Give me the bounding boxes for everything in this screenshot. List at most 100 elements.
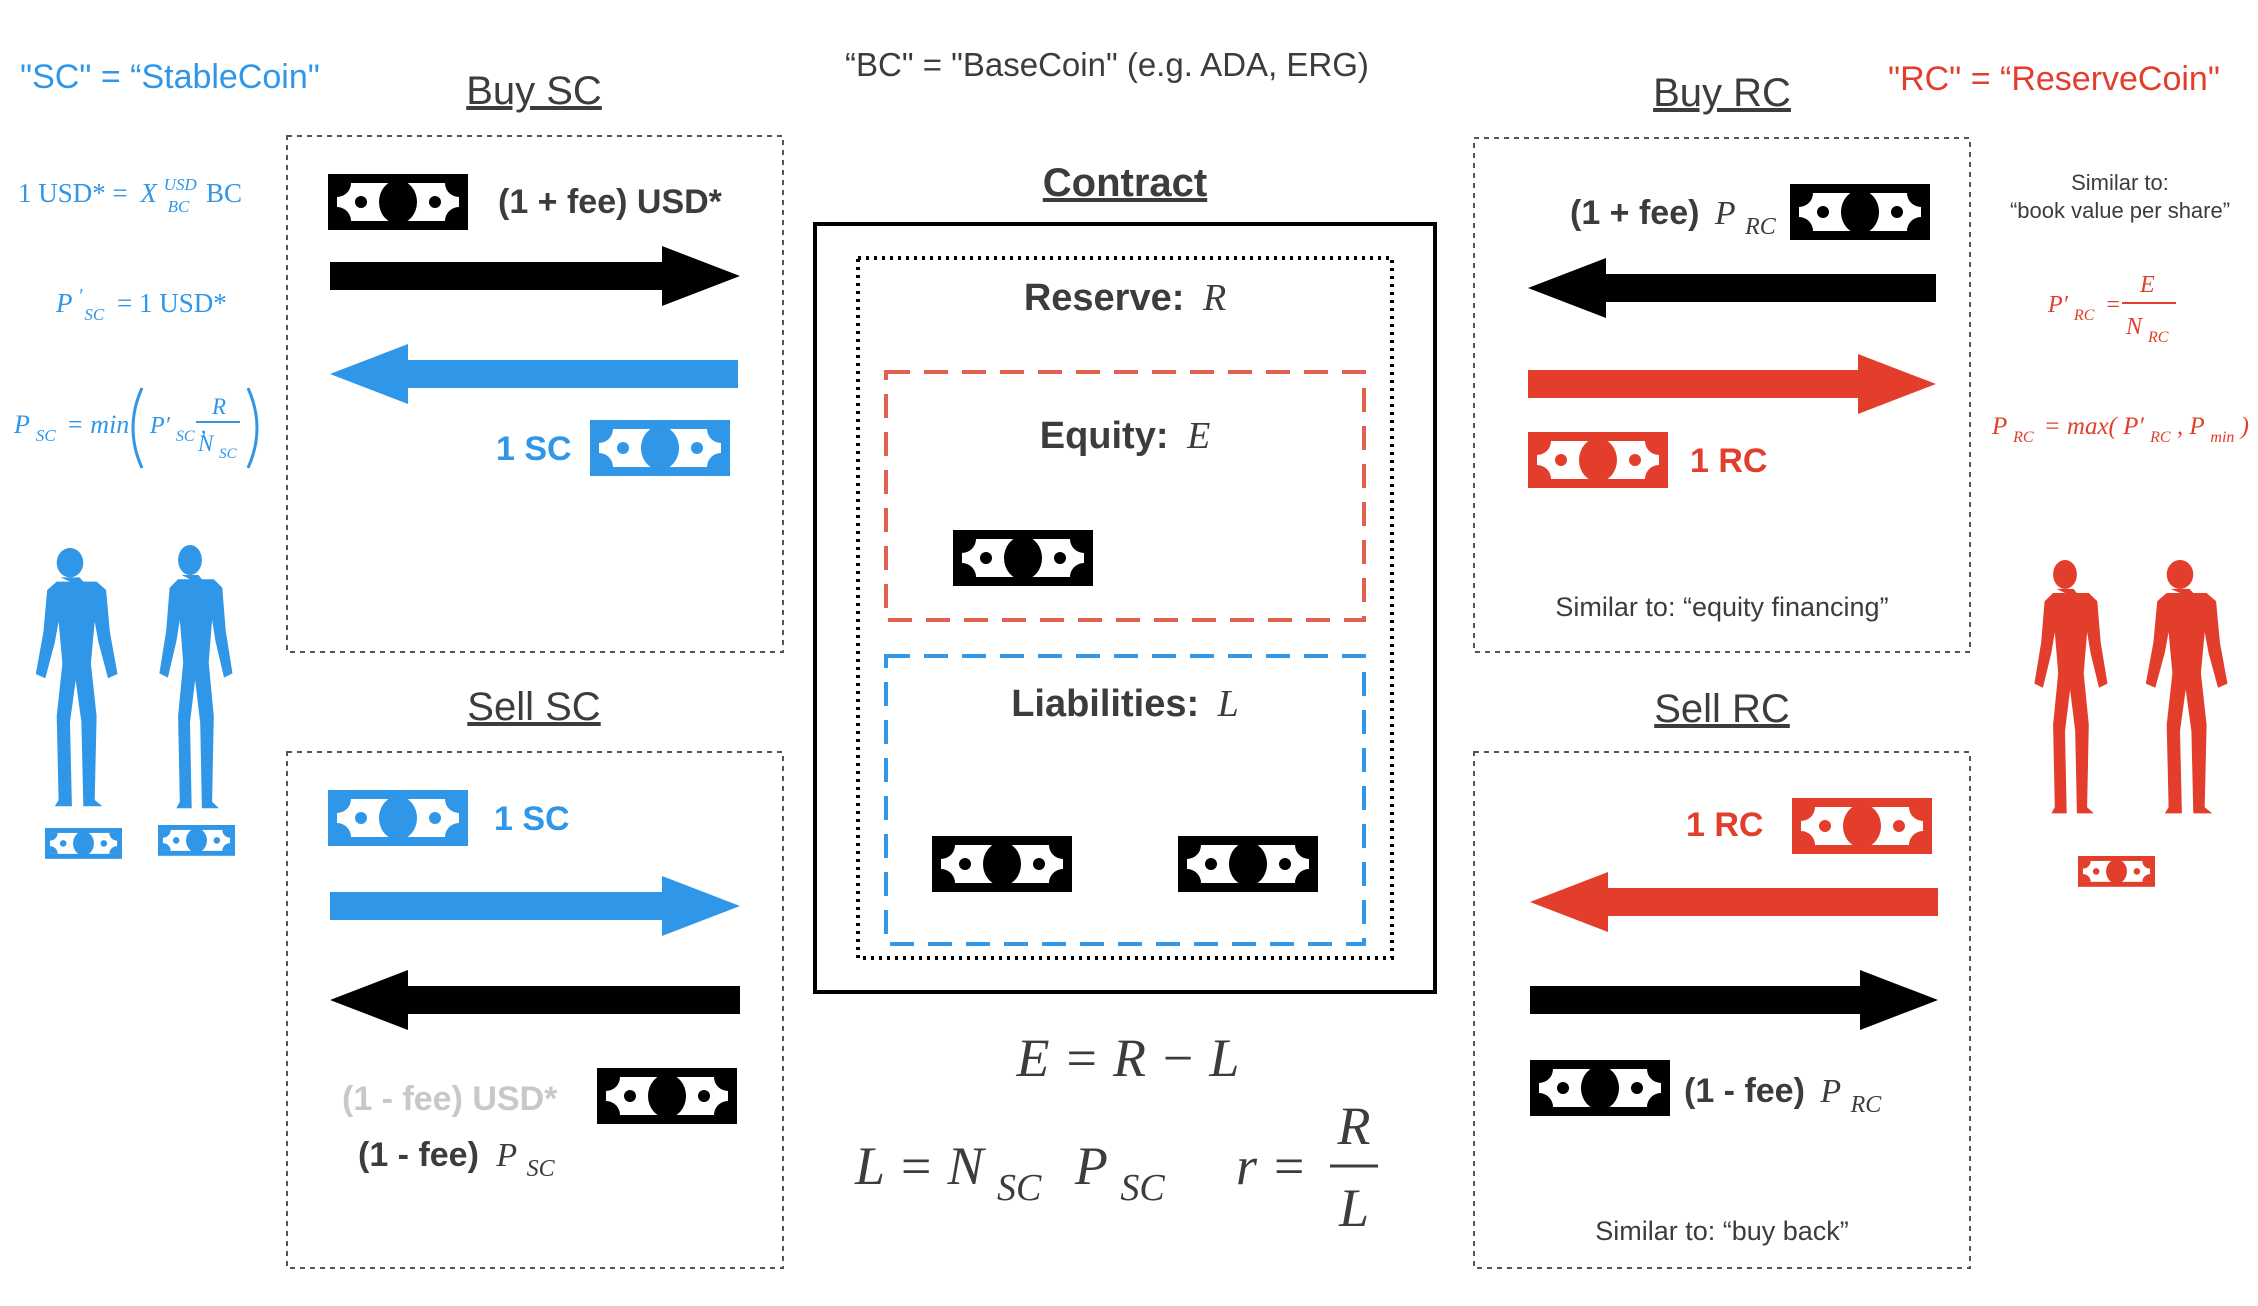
sell-sc-receive-text: (1 - fee) bbox=[358, 1136, 479, 1174]
liab-eq-left: L = N bbox=[854, 1136, 986, 1196]
target-prime: ′ bbox=[79, 285, 83, 307]
sell-sc-receive-arrow bbox=[330, 970, 740, 1030]
sc-price-den-sub: SC bbox=[219, 446, 238, 462]
sell-sc-receive-gray-label: (1 - fee) USD* bbox=[342, 1080, 558, 1118]
reserve-text: Reserve: bbox=[1024, 277, 1185, 319]
target-rhs: = 1 USD* bbox=[117, 288, 227, 318]
liab-eq-sub2: SC bbox=[1120, 1167, 1165, 1209]
ratio-numerator: R bbox=[1337, 1096, 1371, 1156]
sell-sc-panel bbox=[286, 751, 784, 1269]
buy-sc-pay-arrow bbox=[330, 246, 740, 306]
equity-box bbox=[884, 370, 1366, 622]
rc-price-close: ) bbox=[2239, 413, 2249, 440]
buy-rc-title: Buy RC bbox=[1653, 71, 1791, 115]
liabilities-label: Liabilities: L bbox=[1011, 683, 1239, 725]
rate-x: X bbox=[140, 178, 159, 208]
rc-price-min-sub: min bbox=[2210, 429, 2234, 446]
buy-sc-title: Buy SC bbox=[466, 69, 602, 113]
ratio-denominator: L bbox=[1338, 1178, 1369, 1238]
buy-sc-pay-label: (1 + fee) USD* bbox=[498, 183, 723, 221]
sell-sc-title: Sell SC bbox=[467, 685, 600, 729]
reservecoin-holder-woman-icon bbox=[2034, 560, 2108, 814]
rc-target-formula: P′ RC = E N RC bbox=[2047, 272, 2176, 346]
liabilities-symbol: L bbox=[1217, 683, 1239, 725]
reserve-symbol: R bbox=[1202, 277, 1226, 319]
rate-sup: USD bbox=[164, 175, 198, 194]
book-value-text: “book value per share” bbox=[2010, 198, 2230, 223]
buy-rc-pay-arrow bbox=[1528, 258, 1936, 318]
liabilities-bill-icon bbox=[932, 836, 1072, 892]
sell-rc-title: Sell RC bbox=[1654, 687, 1790, 731]
contract-title: Contract bbox=[1043, 161, 1207, 205]
buy-rc-receive-arrow bbox=[1528, 354, 1936, 414]
sc-price-fn: = min bbox=[66, 410, 129, 439]
rc-price-sub: RC bbox=[2012, 429, 2034, 446]
sc-price-formula: P SC = min P′ SC , R N SC bbox=[13, 387, 259, 469]
sell-rc-receive-sub: RC bbox=[1850, 1092, 1883, 1118]
target-price-formula: P ′ SC = 1 USD* bbox=[55, 278, 227, 326]
reservecoin-holder-bill-icon bbox=[2078, 856, 2155, 887]
sell-rc-receive-arrow bbox=[1530, 970, 1938, 1030]
reservecoin-holder-man-icon bbox=[2145, 560, 2228, 814]
buy-sc-receive-arrow bbox=[330, 344, 738, 404]
liabilities-box bbox=[884, 654, 1366, 946]
rc-prime-num: E bbox=[2139, 272, 2155, 298]
sc-price-prime-p: P′ bbox=[149, 413, 171, 439]
buy-rc-panel bbox=[1473, 137, 1971, 653]
sell-sc-usd-bill-icon bbox=[597, 1068, 737, 1124]
rc-price-min-p: P bbox=[2188, 413, 2204, 440]
liabilities-bill-icon bbox=[1178, 836, 1318, 892]
buy-rc-note: Similar to: “equity financing” bbox=[1555, 592, 1888, 622]
ratio-equation-lhs: r = bbox=[1236, 1136, 1307, 1196]
buy-rc-receive-label: 1 RC bbox=[1690, 442, 1767, 480]
buy-sc-usd-bill-icon bbox=[328, 174, 468, 230]
svg-text:P′ SC ,: P′ SC , bbox=[149, 413, 207, 447]
rc-price-p: P bbox=[1991, 413, 2007, 440]
buy-sc-panel bbox=[286, 135, 784, 653]
stablecoin-holder-man-icon bbox=[35, 548, 118, 807]
sell-rc-receive-text: (1 - fee) bbox=[1684, 1072, 1805, 1110]
reserve-label: Reserve: R bbox=[1024, 277, 1226, 319]
stablecoin-holder-woman-icon bbox=[159, 545, 233, 809]
sc-definition: "SC" = “StableCoin" bbox=[20, 58, 320, 96]
sell-rc-give-label: 1 RC bbox=[1686, 806, 1763, 844]
sell-sc-receive-sub: SC bbox=[527, 1156, 556, 1182]
buy-sc-receive-label: 1 SC bbox=[496, 430, 572, 468]
stablecoin-holder-bill-icon bbox=[158, 825, 235, 856]
rate-unit: BC bbox=[206, 178, 242, 208]
rc-prime-den-n: N bbox=[2125, 314, 2144, 340]
equity-bill-icon bbox=[953, 530, 1093, 586]
sell-sc-sc-bill-icon bbox=[328, 790, 468, 846]
liab-eq-sub1: SC bbox=[997, 1167, 1042, 1209]
sell-sc-receive-p: P bbox=[495, 1137, 517, 1174]
buy-rc-pay-text: (1 + fee) bbox=[1570, 194, 1699, 232]
rc-prime-sub: RC bbox=[2073, 307, 2095, 324]
sell-sc-give-label: 1 SC bbox=[494, 800, 570, 838]
sell-rc-note: Similar to: “buy back” bbox=[1595, 1216, 1849, 1246]
sell-rc-rc-bill-icon bbox=[1792, 798, 1932, 854]
target-p: P bbox=[55, 288, 73, 318]
exchange-rate-formula: 1 USD* = X USD BC BC bbox=[18, 166, 242, 218]
rc-price-prime-sub: RC bbox=[2149, 429, 2171, 446]
target-sub: SC bbox=[84, 305, 105, 324]
rc-price-formula: P RC = max( P′ RC , P min ) bbox=[1991, 413, 2249, 448]
liab-eq-p: P bbox=[1074, 1136, 1107, 1196]
sell-rc-give-arrow bbox=[1530, 872, 1938, 932]
sc-price-sub: SC bbox=[36, 426, 57, 445]
liabilities-equation: L = N SC P SC bbox=[854, 1136, 1165, 1212]
rc-prime-den-sub: RC bbox=[2147, 329, 2169, 346]
equity-symbol: E bbox=[1186, 415, 1210, 457]
sc-price-den-n: N bbox=[197, 431, 215, 456]
bc-definition: “BC" = "BaseCoin" (e.g. ADA, ERG) bbox=[845, 46, 1369, 83]
rc-prime-p: P′ bbox=[2047, 292, 2069, 318]
reserve-box bbox=[856, 256, 1394, 960]
stablecoin-holder-bill-icon bbox=[45, 828, 122, 859]
buy-rc-rc-bill-icon bbox=[1528, 432, 1668, 488]
buy-rc-pay-sub: RC bbox=[1744, 214, 1777, 240]
buy-rc-bc-bill-icon bbox=[1790, 184, 1930, 240]
svg-text:P SC = min: P SC = min bbox=[13, 410, 129, 447]
svg-text:P′ RC =: P′ RC = bbox=[2047, 292, 2120, 326]
equity-equation: E = R − L bbox=[1016, 1028, 1240, 1088]
rc-price-fn: = max( bbox=[2044, 413, 2119, 440]
